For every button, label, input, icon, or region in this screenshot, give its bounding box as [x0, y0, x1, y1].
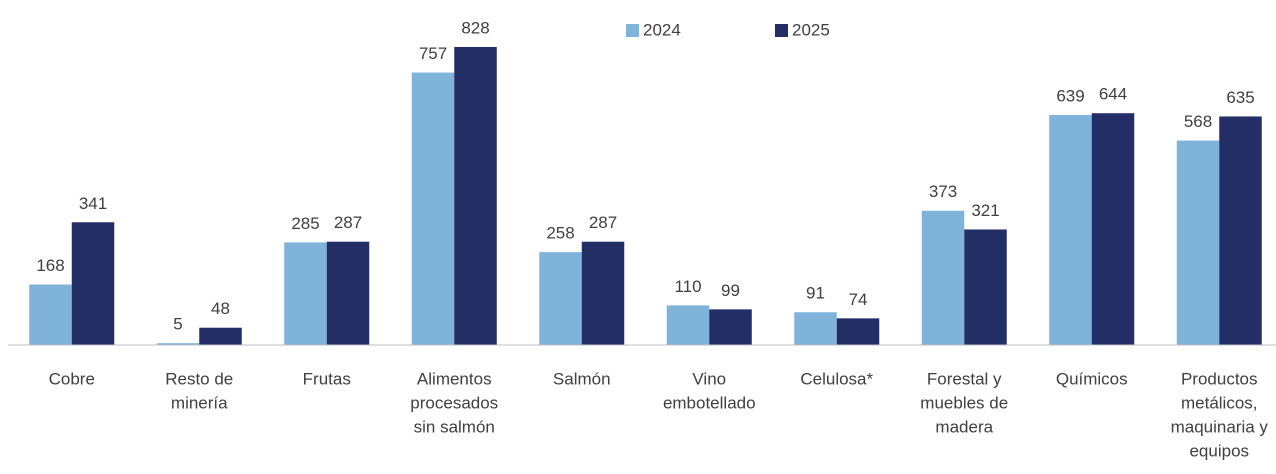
bar	[581, 241, 625, 345]
x-tick-label: Cobre	[49, 369, 95, 388]
bar	[794, 312, 837, 345]
x-tick-label: Vino	[692, 369, 726, 388]
x-tick-label: sin salmón	[414, 417, 495, 436]
x-tick-label: Químicos	[1056, 369, 1128, 388]
value-label: 757	[419, 44, 447, 63]
value-label: 168	[36, 256, 64, 275]
x-tick-label: procesados	[410, 393, 498, 412]
x-tick-label: embotellado	[663, 393, 756, 412]
bar	[411, 72, 455, 346]
legend-swatch	[626, 24, 639, 37]
value-label: 285	[291, 214, 319, 233]
value-label: 568	[1184, 112, 1212, 131]
legend-label: 2025	[792, 20, 830, 39]
x-tick-label: Forestal y	[927, 369, 1002, 388]
x-tick-label: Salmón	[553, 369, 611, 388]
x-tick-label: minería	[171, 393, 228, 412]
value-label: 341	[79, 194, 107, 213]
bar	[156, 343, 200, 345]
bar	[1219, 116, 1262, 345]
value-label: 644	[1099, 85, 1127, 104]
x-tick-label: Alimentos	[417, 369, 492, 388]
bar	[964, 229, 1007, 345]
bar	[454, 47, 497, 345]
x-tick-label: Frutas	[303, 369, 351, 388]
bar	[29, 284, 72, 345]
value-label: 635	[1226, 88, 1254, 107]
value-label: 91	[806, 284, 825, 303]
bar	[71, 222, 115, 345]
value-label: 258	[546, 224, 574, 243]
value-label: 321	[971, 201, 999, 220]
bar	[1049, 115, 1092, 346]
legend-swatch	[775, 24, 788, 37]
bar	[666, 305, 710, 345]
value-label: 287	[589, 213, 617, 232]
bar	[836, 318, 880, 345]
x-tick-label: equipos	[1189, 441, 1249, 460]
value-label: 639	[1056, 87, 1084, 106]
x-tick-label: Resto de	[165, 369, 233, 388]
x-tick-label: metálicos,	[1181, 393, 1258, 412]
x-tick-label: Productos	[1181, 369, 1258, 388]
value-label: 828	[461, 18, 489, 37]
bar	[199, 327, 242, 345]
value-label: 5	[173, 315, 182, 334]
x-tick-label: madera	[935, 417, 993, 436]
bar	[709, 309, 752, 345]
value-label: 99	[721, 281, 740, 300]
bar	[326, 241, 370, 345]
value-label: 110	[674, 277, 701, 296]
legend-label: 2024	[643, 20, 681, 39]
bar	[921, 210, 965, 345]
value-label: 373	[929, 182, 957, 201]
bar	[284, 242, 327, 345]
bar	[1176, 140, 1220, 345]
value-label: 287	[334, 213, 362, 232]
x-tick-label: muebles de	[920, 393, 1008, 412]
bar	[539, 252, 582, 345]
x-tick-label: Celulosa*	[800, 369, 873, 388]
x-tick-label: maquinaria y	[1171, 417, 1269, 436]
bar	[1091, 113, 1135, 345]
value-label: 48	[211, 299, 230, 318]
value-label: 74	[849, 290, 868, 309]
